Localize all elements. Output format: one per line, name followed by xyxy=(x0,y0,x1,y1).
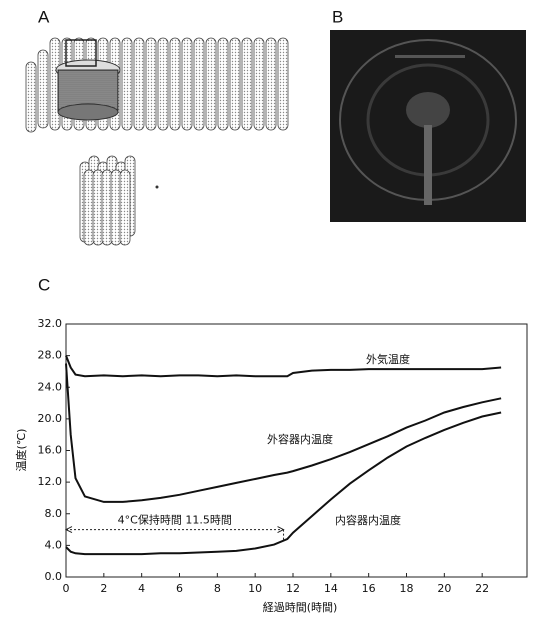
x-tick-label: 18 xyxy=(400,582,414,595)
x-tick-label: 12 xyxy=(286,582,300,595)
y-tick-label: 8.0 xyxy=(45,507,63,520)
x-tick-label: 16 xyxy=(362,582,376,595)
cylinder xyxy=(182,38,192,130)
y-tick-label: 28.0 xyxy=(38,349,63,362)
x-tick-label: 4 xyxy=(138,582,145,595)
cylinder xyxy=(93,170,103,245)
plot-frame xyxy=(66,324,527,577)
cylinder xyxy=(278,38,288,130)
figure: A B C 温度(℃) 経過時間(時間) 0.04.08.012.016.020… xyxy=(0,0,535,622)
x-tick-label: 22 xyxy=(475,582,489,595)
x-tick-label: 14 xyxy=(324,582,338,595)
cylinder xyxy=(111,170,121,245)
cylinder xyxy=(146,38,156,130)
speck xyxy=(156,186,159,189)
cylinder xyxy=(170,38,180,130)
cylinder xyxy=(206,38,216,130)
panel-label: B xyxy=(332,7,343,26)
x-tick-label: 2 xyxy=(100,582,107,595)
cylinder xyxy=(120,170,130,245)
panel-label: C xyxy=(38,275,50,294)
pore xyxy=(58,104,118,120)
series-label: 外容器内温度 xyxy=(267,432,333,446)
x-tick-label: 20 xyxy=(437,582,451,595)
annotation-text: 4°C保持時間 11.5時間 xyxy=(118,513,232,527)
x-tick-label: 8 xyxy=(214,582,221,595)
series-line xyxy=(66,356,501,377)
cylinder xyxy=(122,38,132,130)
cylinder xyxy=(38,50,48,128)
cylinder xyxy=(134,38,144,130)
membrane-illustration xyxy=(26,38,288,245)
cylinder xyxy=(158,38,168,130)
y-tick-label: 24.0 xyxy=(38,380,63,393)
y-tick-label: 20.0 xyxy=(38,412,63,425)
y-tick-label: 32.0 xyxy=(38,317,63,330)
y-tick-label: 0.0 xyxy=(45,570,63,583)
x-tick-label: 10 xyxy=(248,582,262,595)
cylinder xyxy=(254,38,264,130)
y-tick-label: 16.0 xyxy=(38,444,63,457)
series-label: 外気温度 xyxy=(366,352,410,366)
chart: 温度(℃) 経過時間(時間) 0.0 4.0 8.0 12.0 16.0 20.0 24.0… xyxy=(14,317,527,614)
x-tick-label: 0 xyxy=(63,582,70,595)
cylinder xyxy=(218,38,228,130)
cylinder xyxy=(26,62,36,132)
y-axis-label: 温度(℃) xyxy=(14,429,28,472)
cylinder xyxy=(194,38,204,130)
page: {"panels": {"a": "A", "b": "B", "c": "C"… xyxy=(0,0,535,622)
x-axis-label: 経過時間(時間) xyxy=(263,601,338,614)
x-tick-label: 6 xyxy=(176,582,183,595)
cylinder xyxy=(242,38,252,130)
cylinder xyxy=(102,170,112,245)
micrograph xyxy=(330,30,526,222)
y-tick-label: 4.0 xyxy=(45,538,63,551)
cylinder xyxy=(230,38,240,130)
panel-label: A xyxy=(38,7,50,26)
cylinder xyxy=(266,38,276,130)
y-tick-label: 12.0 xyxy=(38,475,63,488)
series-label: 内容器内温度 xyxy=(335,513,401,527)
cylinder xyxy=(84,170,94,245)
